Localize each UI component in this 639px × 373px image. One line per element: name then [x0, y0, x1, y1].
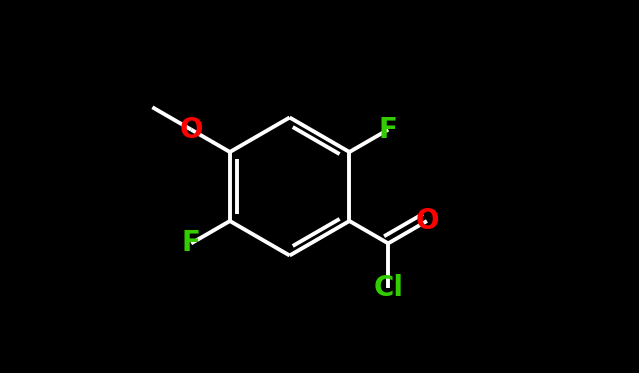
Text: O: O: [180, 116, 203, 144]
Text: Cl: Cl: [373, 274, 403, 302]
Text: F: F: [181, 229, 201, 257]
Text: O: O: [415, 207, 439, 235]
Text: F: F: [379, 116, 397, 144]
